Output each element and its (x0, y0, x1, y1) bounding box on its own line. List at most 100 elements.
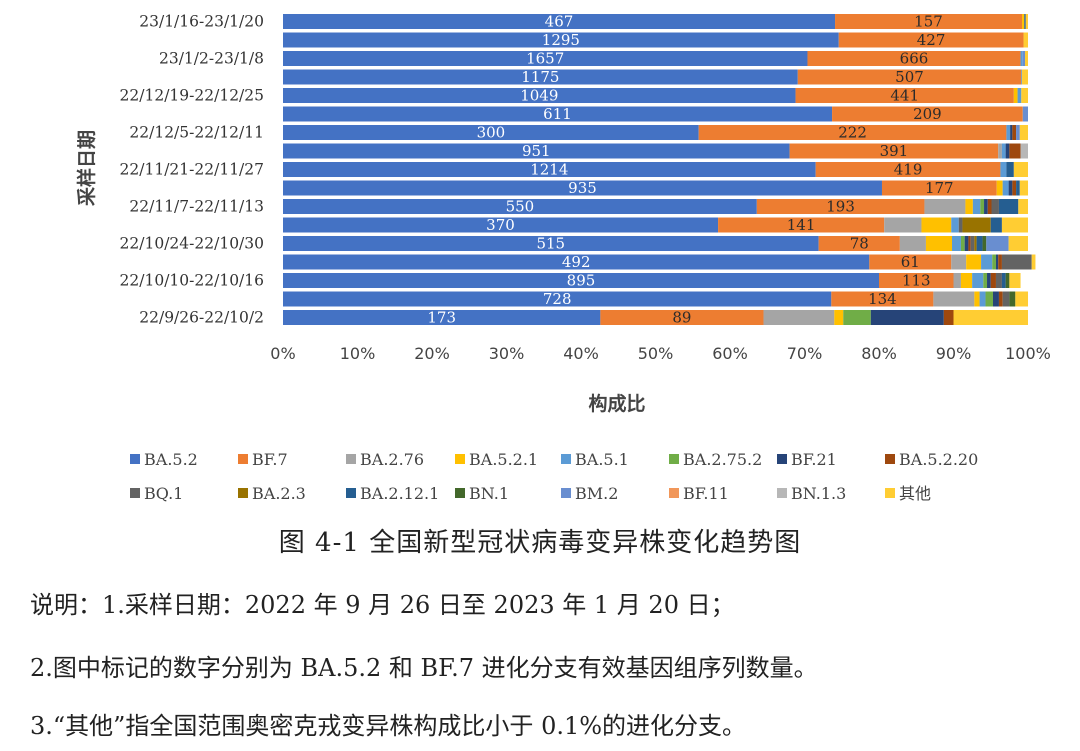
data-label: 951 (522, 142, 551, 160)
data-label: 193 (826, 198, 855, 216)
legend-label: 其他 (899, 484, 931, 503)
bar-segment (1001, 273, 1006, 288)
bar-segment (972, 273, 984, 288)
bar-segment (1001, 254, 1032, 270)
bar-segment (925, 236, 953, 251)
legend-label: BA.2.75.2 (683, 450, 762, 469)
bar-segment (1012, 125, 1017, 140)
bar-segment (976, 236, 983, 251)
bar-segment (1009, 143, 1021, 159)
bar-segment (1000, 162, 1007, 177)
bar-segment (1020, 143, 1028, 159)
y-tick-label: 23/1/16-23/1/20 (139, 13, 264, 31)
data-label: 1175 (521, 68, 559, 86)
legend-label: BA.5.2 (144, 450, 198, 469)
bar-segment (1015, 291, 1029, 307)
bar-segment (283, 69, 798, 85)
bar-segment (1013, 88, 1018, 103)
bar-segment (1019, 125, 1028, 140)
bar-segment (283, 199, 757, 214)
bar-segment (843, 310, 871, 325)
bar-segment (962, 217, 991, 233)
legend-label: BN.1.3 (791, 484, 846, 503)
x-tick-label: 20% (414, 344, 450, 363)
bar-segment (987, 199, 992, 214)
bar-segment (834, 310, 844, 325)
bar-segment (960, 273, 973, 288)
data-label: 157 (914, 13, 943, 31)
legend-label: BA.2.12.1 (360, 484, 439, 503)
bar-segment (789, 143, 999, 159)
bar-segment (924, 199, 966, 214)
data-label: 666 (900, 50, 929, 68)
bar-segment (283, 217, 719, 233)
bar-segment (881, 180, 997, 196)
data-label: 550 (506, 198, 535, 216)
x-tick-label: 50% (638, 344, 674, 363)
bar-segment (1022, 14, 1025, 29)
legend-swatch (777, 454, 787, 464)
y-tick-label: 23/1/2-23/1/8 (159, 50, 264, 68)
data-label: 391 (880, 142, 909, 160)
bar-segment (951, 217, 959, 233)
bar-segment (966, 254, 982, 270)
bar-segment (982, 236, 987, 251)
bar-segment (1005, 143, 1010, 159)
data-label: 492 (562, 253, 591, 271)
bar-segment (983, 273, 988, 288)
bar-segment (953, 310, 1028, 325)
legend-label: BN.1 (469, 484, 509, 503)
bar-segment (879, 273, 954, 288)
x-tick-label: 30% (489, 344, 525, 363)
bar-segment (980, 199, 985, 214)
x-tick-label: 60% (712, 344, 748, 363)
bar-segment (283, 143, 790, 159)
bar-segment (832, 106, 1023, 122)
legend-swatch (455, 454, 465, 464)
bar-segment (698, 125, 1007, 140)
data-label: 895 (567, 272, 596, 290)
bar-segment (1006, 162, 1014, 177)
bar-segment (1010, 125, 1013, 140)
y-tick-label: 22/10/24-22/10/30 (120, 235, 264, 253)
bar-segment (970, 236, 975, 251)
data-label: 113 (902, 272, 931, 290)
legend-swatch (777, 488, 787, 498)
bar-segment (921, 217, 952, 233)
data-label: 177 (925, 179, 954, 197)
legend-label: BQ.1 (144, 484, 183, 503)
data-label: 61 (901, 253, 920, 271)
bar-segment (953, 273, 961, 288)
x-tick-label: 40% (563, 344, 599, 363)
bar-segment (1022, 51, 1026, 66)
y-tick-label: 22/11/21-22/11/27 (120, 161, 264, 179)
bar-segment (1031, 254, 1036, 270)
bar-segment (1025, 14, 1028, 29)
bar-segment (869, 254, 952, 270)
bar-segment (1001, 217, 1028, 233)
figure-caption: 图 4-1 全国新型冠状病毒变异株变化趋势图 (278, 528, 802, 558)
data-label: 1214 (530, 161, 568, 179)
x-tick-label: 10% (340, 344, 376, 363)
legend-swatch (885, 454, 895, 464)
data-label: 728 (543, 290, 572, 308)
bar-segment (838, 32, 1024, 48)
legend-label: BF.11 (683, 484, 729, 503)
bar-segment (718, 217, 885, 233)
legend-swatch (669, 488, 679, 498)
bar-segment (1006, 125, 1011, 140)
bar-segment (985, 291, 993, 307)
legend-label: BF.21 (791, 450, 837, 469)
bar-segment (1008, 180, 1013, 196)
bar-segment (283, 106, 833, 122)
x-tick-label: 80% (861, 344, 897, 363)
bar-segment (974, 236, 977, 251)
x-tick-label: 70% (787, 344, 823, 363)
y-tick-label: 22/12/19-22/12/25 (120, 87, 264, 105)
data-label: 1657 (526, 50, 564, 68)
legend-swatch (238, 454, 248, 464)
data-label: 427 (917, 31, 946, 49)
bar-segment (1021, 88, 1028, 103)
bar-segment (1024, 14, 1026, 29)
bar-segment (998, 254, 1002, 270)
